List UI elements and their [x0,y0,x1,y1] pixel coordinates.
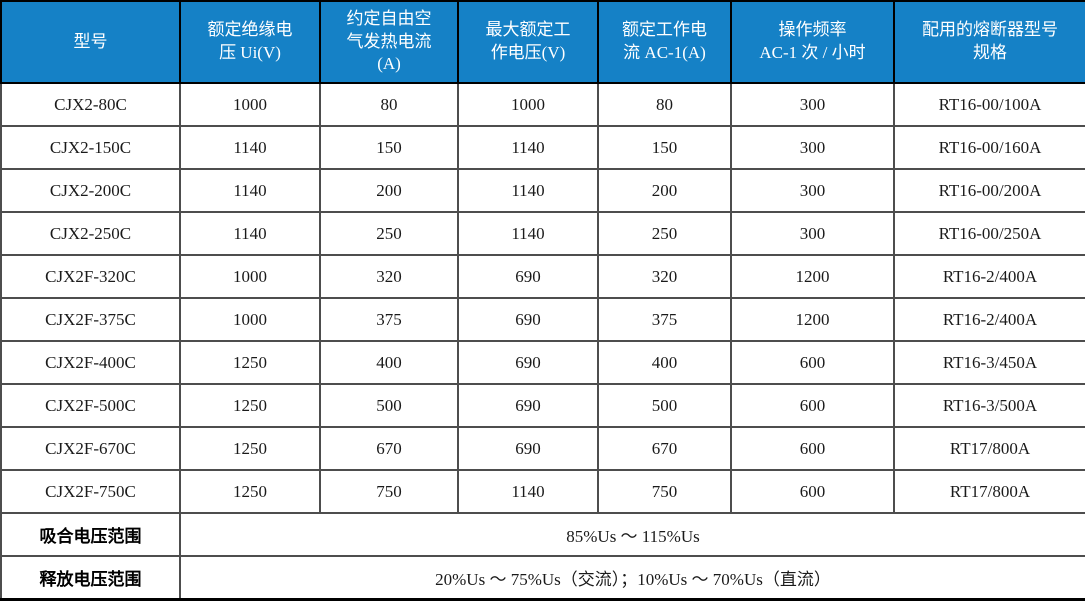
cell-op-frequency: 300 [730,168,895,213]
cell-fuse-spec: RT16-00/160A [893,125,1085,170]
cell-fuse-spec: RT16-00/250A [893,211,1085,256]
cell-rated-current: 320 [597,254,732,299]
footer-row-pickup-voltage: 吸合电压范围 85%Us ～ 115%Us [0,512,1085,557]
table-row: CJX2F-500C 1250 500 690 500 600 RT16-3/5… [0,383,1085,428]
cell-max-voltage: 690 [457,297,599,342]
cell-model: CJX2F-750C [0,469,181,514]
cell-fuse-spec: RT16-3/500A [893,383,1085,428]
cell-thermal-current: 500 [319,383,459,428]
cell-op-frequency: 600 [730,469,895,514]
cell-rated-current: 500 [597,383,732,428]
cell-insulation-voltage: 1000 [179,254,321,299]
cell-fuse-spec: RT16-2/400A [893,254,1085,299]
cell-max-voltage: 1140 [457,469,599,514]
cell-thermal-current: 80 [319,82,459,127]
cell-op-frequency: 600 [730,340,895,385]
header-row: 型号 额定绝缘电 压 Ui(V) 约定自由空 气发热电流 (A) 最大额定工 作… [0,0,1085,84]
cell-insulation-voltage: 1250 [179,340,321,385]
footer-row-release-voltage: 释放电压范围 20%Us ～ 75%Us（交流）；10%Us ～ 70%Us（直… [0,555,1085,601]
cell-max-voltage: 1000 [457,82,599,127]
table-row: CJX2-200C 1140 200 1140 200 300 RT16-00/… [0,168,1085,213]
cell-model: CJX2-200C [0,168,181,213]
cell-insulation-voltage: 1000 [179,82,321,127]
cell-model: CJX2-250C [0,211,181,256]
cell-op-frequency: 300 [730,125,895,170]
cell-fuse-spec: RT17/800A [893,426,1085,471]
cell-insulation-voltage: 1140 [179,211,321,256]
cell-thermal-current: 250 [319,211,459,256]
cell-fuse-spec: RT16-3/450A [893,340,1085,385]
release-voltage-label: 释放电压范围 [0,555,181,601]
cell-op-frequency: 1200 [730,297,895,342]
cell-fuse-spec: RT16-00/100A [893,82,1085,127]
cell-op-frequency: 600 [730,426,895,471]
cell-rated-current: 750 [597,469,732,514]
cell-insulation-voltage: 1250 [179,426,321,471]
cell-insulation-voltage: 1250 [179,469,321,514]
cell-rated-current: 400 [597,340,732,385]
table-footer: 吸合电压范围 85%Us ～ 115%Us 释放电压范围 20%Us ～ 75%… [0,512,1085,601]
cell-max-voltage: 1140 [457,211,599,256]
release-voltage-value: 20%Us ～ 75%Us（交流）；10%Us ～ 70%Us（直流） [179,555,1085,601]
table-header: 型号 额定绝缘电 压 Ui(V) 约定自由空 气发热电流 (A) 最大额定工 作… [0,0,1085,84]
cell-fuse-spec: RT17/800A [893,469,1085,514]
cell-op-frequency: 600 [730,383,895,428]
cell-op-frequency: 1200 [730,254,895,299]
cell-rated-current: 200 [597,168,732,213]
cell-max-voltage: 690 [457,426,599,471]
column-header-rated-current: 额定工作电 流 AC-1(A) [597,0,732,84]
cell-fuse-spec: RT16-2/400A [893,297,1085,342]
column-header-fuse-spec: 配用的熔断器型号 规格 [893,0,1085,84]
table-row: CJX2-80C 1000 80 1000 80 300 RT16-00/100… [0,82,1085,127]
cell-max-voltage: 690 [457,383,599,428]
cell-thermal-current: 320 [319,254,459,299]
cell-model: CJX2F-375C [0,297,181,342]
pickup-voltage-value: 85%Us ～ 115%Us [179,512,1085,557]
cell-model: CJX2F-500C [0,383,181,428]
cell-insulation-voltage: 1140 [179,168,321,213]
cell-thermal-current: 400 [319,340,459,385]
pickup-voltage-label: 吸合电压范围 [0,512,181,557]
column-header-thermal-current: 约定自由空 气发热电流 (A) [319,0,459,84]
cell-rated-current: 250 [597,211,732,256]
cell-rated-current: 670 [597,426,732,471]
cell-insulation-voltage: 1140 [179,125,321,170]
cell-model: CJX2-150C [0,125,181,170]
cell-max-voltage: 1140 [457,168,599,213]
cell-insulation-voltage: 1250 [179,383,321,428]
column-header-insulation-voltage: 额定绝缘电 压 Ui(V) [179,0,321,84]
cell-max-voltage: 1140 [457,125,599,170]
cell-model: CJX2F-670C [0,426,181,471]
cell-rated-current: 150 [597,125,732,170]
cell-op-frequency: 300 [730,211,895,256]
cell-thermal-current: 200 [319,168,459,213]
cell-rated-current: 80 [597,82,732,127]
table-row: CJX2-150C 1140 150 1140 150 300 RT16-00/… [0,125,1085,170]
column-header-op-frequency: 操作频率 AC-1 次 / 小时 [730,0,895,84]
cell-model: CJX2F-320C [0,254,181,299]
cell-op-frequency: 300 [730,82,895,127]
cell-max-voltage: 690 [457,254,599,299]
cell-thermal-current: 750 [319,469,459,514]
cell-thermal-current: 150 [319,125,459,170]
table-row: CJX2-250C 1140 250 1140 250 300 RT16-00/… [0,211,1085,256]
table-row: CJX2F-400C 1250 400 690 400 600 RT16-3/4… [0,340,1085,385]
column-header-model: 型号 [0,0,181,84]
table-body: CJX2-80C 1000 80 1000 80 300 RT16-00/100… [0,82,1085,514]
cell-model: CJX2F-400C [0,340,181,385]
cell-thermal-current: 670 [319,426,459,471]
cell-rated-current: 375 [597,297,732,342]
table-row: CJX2F-375C 1000 375 690 375 1200 RT16-2/… [0,297,1085,342]
column-header-max-voltage: 最大额定工 作电压(V) [457,0,599,84]
table-row: CJX2F-320C 1000 320 690 320 1200 RT16-2/… [0,254,1085,299]
cell-insulation-voltage: 1000 [179,297,321,342]
cell-thermal-current: 375 [319,297,459,342]
cell-model: CJX2-80C [0,82,181,127]
table-row: CJX2F-670C 1250 670 690 670 600 RT17/800… [0,426,1085,471]
table-row: CJX2F-750C 1250 750 1140 750 600 RT17/80… [0,469,1085,514]
cell-max-voltage: 690 [457,340,599,385]
cell-fuse-spec: RT16-00/200A [893,168,1085,213]
